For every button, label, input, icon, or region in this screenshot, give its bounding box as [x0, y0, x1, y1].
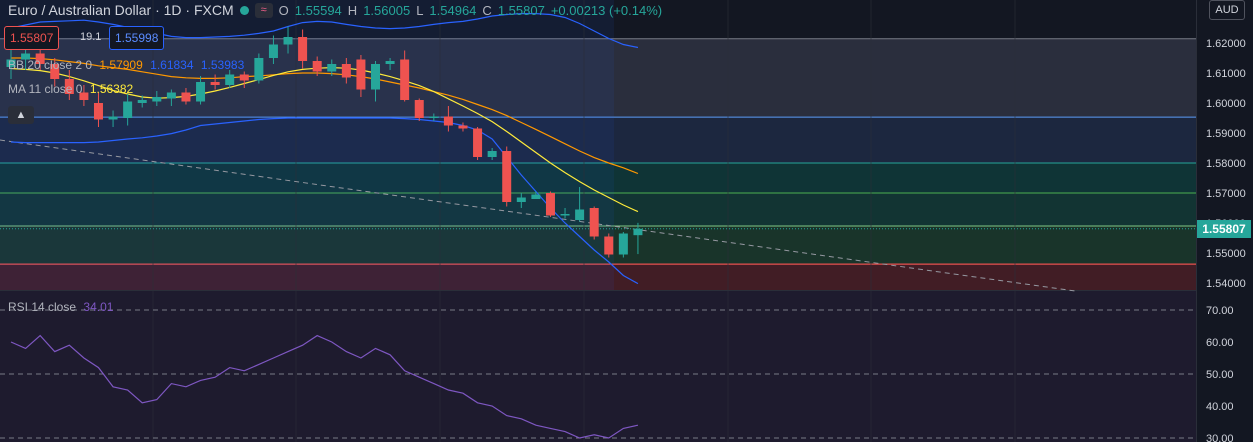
open-label: O — [278, 2, 289, 18]
fib-zone — [0, 117, 1196, 163]
candle-body — [108, 116, 118, 120]
rsi-tick-label: 40.00 — [1206, 401, 1234, 413]
candle-body — [64, 79, 74, 94]
high-value: 1.56005 — [363, 2, 411, 18]
candle-body — [254, 58, 264, 81]
price-tick-label: 1.59000 — [1206, 128, 1246, 140]
rsi-tick-label: 50.00 — [1206, 369, 1234, 381]
candle-body — [371, 64, 380, 90]
candle-body — [181, 92, 191, 102]
candle-body — [589, 208, 599, 237]
candle-body — [545, 193, 555, 216]
collapse-legend-button[interactable]: ▲ — [8, 106, 34, 124]
price-tick-label: 1.57000 — [1206, 188, 1246, 200]
candle-body — [327, 64, 337, 72]
candle-body — [531, 194, 541, 199]
price-tick-label: 1.62000 — [1206, 38, 1246, 50]
bb-lower-value: 1.53983 — [200, 58, 245, 72]
bb-upper-value: 1.61834 — [150, 58, 194, 72]
candle-body — [93, 103, 103, 120]
bb-upper-line — [10, 13, 639, 49]
rsi-line — [10, 334, 639, 439]
rsi-legend[interactable]: RSI 14 close 34.01 — [8, 300, 117, 314]
approx-badge[interactable]: ≈ — [254, 2, 273, 18]
ma-line — [10, 66, 639, 213]
candle-body — [35, 53, 45, 64]
candle-body — [618, 233, 628, 255]
bb-legend[interactable]: BB 20 close 2 0 1.57909 1.61834 1.53983 — [8, 58, 248, 72]
symbol-title[interactable]: Euro / Australian Dollar · 1D · FXCM — [8, 2, 234, 18]
candle-body — [196, 82, 206, 102]
candle-body — [429, 116, 439, 118]
change-value: +0.00213 (+0.14%) — [550, 2, 663, 18]
candle-body — [123, 101, 133, 118]
candle-body — [385, 61, 395, 64]
candle-body — [210, 82, 220, 85]
price-tick-label: 1.55000 — [1206, 248, 1246, 260]
candle-body — [283, 37, 293, 45]
fib-zone — [0, 264, 1196, 290]
bb-basis-value: 1.57909 — [99, 58, 143, 72]
sell-button[interactable]: 1.55807 — [4, 26, 60, 50]
open-value: 1.55594 — [294, 2, 342, 18]
candle-body — [166, 92, 176, 99]
close-label: C — [482, 2, 492, 18]
candle-body — [487, 151, 497, 157]
candle-body — [575, 209, 585, 220]
high-label: H — [347, 2, 358, 18]
close-value: 1.55807 — [497, 2, 545, 18]
ma-legend-name: MA 11 close 0 — [8, 82, 83, 96]
candle-body — [443, 116, 453, 126]
spread-value: 19.1 — [80, 31, 102, 43]
candle-body — [502, 151, 512, 202]
candle-body — [560, 214, 570, 216]
candle-body — [298, 37, 308, 61]
last-price-tag: 1.55807 — [1197, 220, 1251, 238]
bb-lower-line — [10, 117, 639, 285]
buy-button[interactable]: 1.55998 — [109, 26, 165, 50]
trend-line — [0, 139, 1076, 292]
price-tick-label: 1.61000 — [1206, 68, 1246, 80]
candle-body — [604, 236, 614, 255]
rsi-legend-name: RSI 14 close — [8, 300, 77, 314]
price-tick-label: 1.58000 — [1206, 158, 1246, 170]
candle-body — [458, 125, 468, 129]
candle-body — [516, 197, 526, 202]
rsi-tick-label: 30.00 — [1206, 433, 1234, 442]
candle-body — [21, 53, 31, 60]
low-label: L — [416, 2, 424, 18]
rsi-tick-label: 70.00 — [1206, 305, 1234, 317]
candle-body — [225, 74, 235, 85]
bb-legend-name: BB 20 close 2 0 — [8, 58, 93, 72]
bb-basis-line — [11, 57, 639, 175]
candle-body — [414, 100, 424, 118]
candle-body — [341, 64, 351, 78]
ma-legend[interactable]: MA 11 close 0 1.56382 — [8, 82, 137, 96]
candle-body — [633, 228, 643, 236]
currency-selector[interactable]: AUD — [1209, 0, 1245, 20]
candle-body — [356, 59, 366, 90]
ma-value: 1.56382 — [89, 82, 134, 96]
low-value: 1.54964 — [429, 2, 477, 18]
candle-body — [400, 59, 410, 100]
price-tick-label: 1.54000 — [1206, 278, 1246, 290]
rsi-tick-label: 60.00 — [1206, 337, 1234, 349]
candle-body — [312, 61, 322, 72]
candle-body — [137, 100, 147, 103]
candle-body — [6, 59, 16, 67]
candle-body — [152, 97, 162, 102]
market-open-dot-icon — [239, 5, 249, 15]
candle-body — [50, 64, 60, 79]
candle-body — [239, 74, 249, 81]
candle-body — [268, 44, 278, 58]
candle-body — [79, 92, 89, 100]
rsi-value: 34.01 — [83, 300, 114, 314]
price-tick-label: 1.60000 — [1206, 98, 1246, 110]
candle-body — [473, 128, 483, 157]
symbol-header: Euro / Australian Dollar · 1D · FXCM ≈ O… — [8, 2, 662, 18]
rsi-pane — [0, 291, 1196, 442]
